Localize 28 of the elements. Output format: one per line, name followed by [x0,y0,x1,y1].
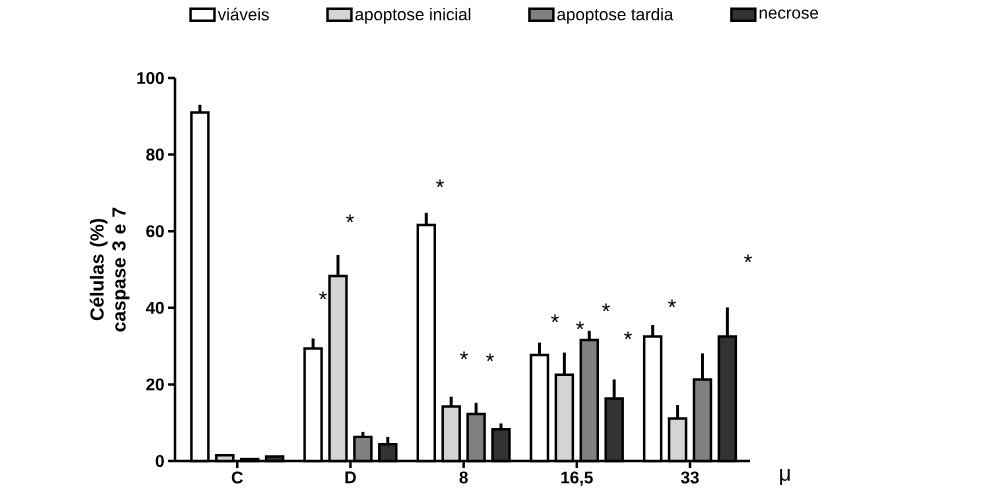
annotation: * [486,353,494,362]
x-tick-label: C [231,471,243,484]
annotation: * [551,314,559,323]
annotation: * [460,351,468,360]
annotation: * [668,299,676,308]
x-tick-label: 16,5 [561,471,593,486]
annotation: * [576,321,584,330]
annotation: * [436,179,444,188]
annotation: * [624,331,632,340]
annotation: * [744,254,752,263]
y-tick-label: 100 [137,72,164,84]
y-tick-label: 0 [155,455,164,467]
x-tick-label: 33 [680,471,699,484]
x-tick-label: D [345,471,356,484]
x-tick-label: 8 [459,471,468,484]
annotation: * [346,214,354,223]
y-tick-label: 20 [146,378,164,391]
legend-label: necrose [759,9,819,19]
y-tick-label: 80 [146,148,164,161]
annotation: * [319,291,327,300]
legend-label: apoptose inicial [355,7,471,24]
y-axis-title: Células (%) caspase 3 e 7 [89,207,130,332]
text: μ [780,469,790,485]
legend-label: viáveis [217,7,269,21]
legend-label: apoptose tardia [557,7,674,24]
annotation: * [602,303,610,312]
y-tick-label: 40 [145,301,164,314]
y-tick-label: 60 [146,225,164,238]
